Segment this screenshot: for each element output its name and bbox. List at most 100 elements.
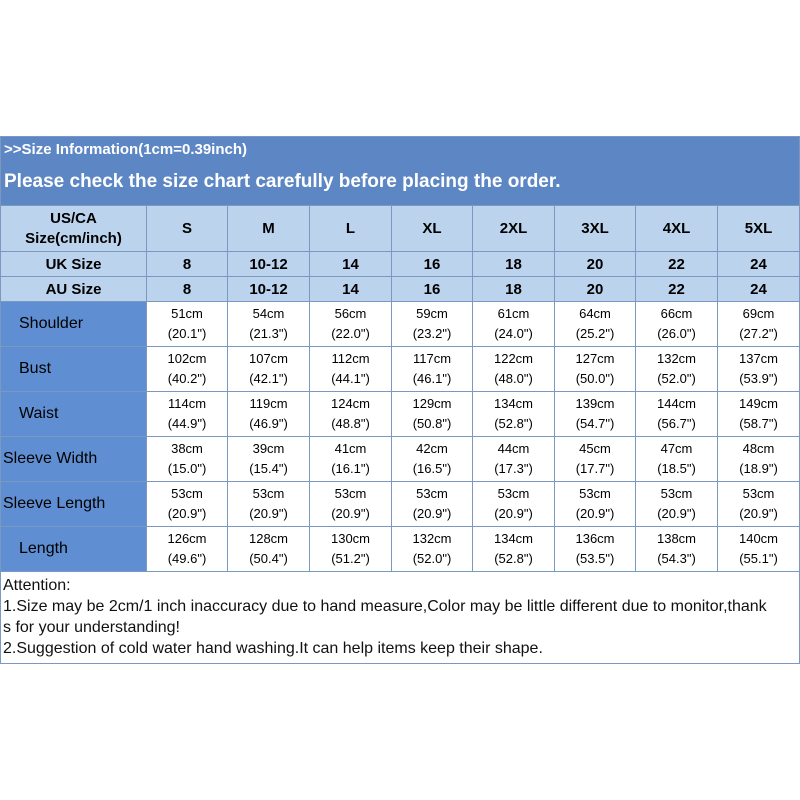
measurement-cell: 53cm (20.9"): [391, 481, 473, 527]
measurement-cell: 53cm (20.9"): [554, 481, 636, 527]
cm-value: 38cm: [171, 441, 203, 456]
au-size-value: 18: [472, 276, 555, 302]
measurement-cell: 39cm (15.4"): [227, 436, 310, 482]
cm-value: 53cm: [334, 486, 367, 501]
cm-value: 149cm: [738, 396, 779, 411]
measurement-cell: 38cm (15.0"): [146, 436, 228, 482]
inch-value: (52.0"): [412, 551, 452, 566]
cm-value: 122cm: [493, 351, 534, 366]
cm-value: 51cm: [171, 306, 203, 321]
measurement-row: Shoulder 51cm (20.1") 54cm (21.3") 56cm (22.0"…: [0, 301, 800, 347]
inch-value: (18.9"): [739, 461, 778, 476]
cm-value: 144cm: [656, 396, 697, 411]
cm-value: 53cm: [497, 486, 530, 501]
cm-value: 64cm: [579, 306, 611, 321]
measurement-row: Bust 102cm (40.2") 107cm (42.1") 112cm (44.1")…: [0, 346, 800, 392]
measurement-cell: 134cm (52.8"): [472, 391, 555, 437]
cm-value: 41cm: [334, 441, 367, 456]
us-size-label-line1: US/CA: [50, 209, 97, 227]
au-size-value: 10-12: [227, 276, 310, 302]
inch-value: (25.2"): [575, 326, 615, 341]
cm-value: 66cm: [660, 306, 693, 321]
measurement-cell: 112cm (44.1"): [309, 346, 392, 392]
inch-value: (20.9"): [412, 506, 452, 521]
measurement-cell: 139cm (54.7"): [554, 391, 636, 437]
measurement-cell: 124cm (48.8"): [309, 391, 392, 437]
inch-value: (44.9"): [167, 416, 207, 431]
uk-size-value: 20: [554, 251, 636, 277]
inch-value: (48.8"): [331, 416, 370, 431]
inch-value: (20.9"): [657, 506, 696, 521]
cm-value: 128cm: [248, 531, 289, 546]
au-size-value: 14: [309, 276, 392, 302]
us-size-label: US/CA Size(cm/inch): [0, 205, 147, 252]
cm-value: 134cm: [493, 396, 534, 411]
measurement-cell: 41cm (16.1"): [309, 436, 392, 482]
size-header: M: [227, 205, 310, 252]
cm-value: 59cm: [416, 306, 448, 321]
inch-value: (17.3"): [494, 461, 533, 476]
inch-value: (46.1"): [412, 371, 452, 386]
measurement-cell: 122cm (48.0"): [472, 346, 555, 392]
cm-value: 42cm: [416, 441, 448, 456]
measurement-cell: 47cm (18.5"): [635, 436, 718, 482]
au-size-value: 16: [391, 276, 473, 302]
attention-note-1-cont: s for your understanding!: [3, 619, 180, 636]
us-size-row: US/CA Size(cm/inch) S M L XL 2XL 3XL 4XL…: [0, 205, 800, 252]
measurement-cell: 69cm (27.2"): [717, 301, 800, 347]
attention-note-2: 2.Suggestion of cold water hand washing.…: [3, 640, 543, 657]
inch-value: (46.9"): [249, 416, 288, 431]
uk-size-value: 24: [717, 251, 800, 277]
cm-value: 119cm: [249, 396, 288, 411]
size-header: S: [146, 205, 228, 252]
measurement-cell: 42cm (16.5"): [391, 436, 473, 482]
cm-value: 134cm: [493, 531, 534, 546]
inch-value: (20.9"): [739, 506, 778, 521]
inch-value: (24.0"): [494, 326, 533, 341]
uk-size-value: 18: [472, 251, 555, 277]
measurement-label-text: Shoulder: [19, 315, 84, 332]
measurement-cell: 107cm (42.1"): [227, 346, 310, 392]
inch-value: (52.8"): [494, 416, 533, 431]
measurement-cell: 44cm (17.3"): [472, 436, 555, 482]
measurement-cell: 53cm (20.9"): [472, 481, 555, 527]
cm-value: 44cm: [497, 441, 530, 456]
measurement-cell: 149cm (58.7"): [717, 391, 800, 437]
inch-value: (20.9"): [575, 506, 615, 521]
measurement-cell: 128cm (50.4"): [227, 526, 310, 572]
inch-value: (54.7"): [575, 416, 615, 431]
au-size-value: 22: [635, 276, 718, 302]
measurement-cell: 53cm (20.9"): [717, 481, 800, 527]
measurement-cell: 51cm (20.1"): [146, 301, 228, 347]
size-header: 4XL: [635, 205, 718, 252]
measurement-cell: 119cm (46.9"): [227, 391, 310, 437]
inch-value: (20.9"): [167, 506, 207, 521]
inch-value: (17.7"): [575, 461, 615, 476]
cm-value: 127cm: [575, 351, 615, 366]
inch-value: (16.5"): [412, 461, 452, 476]
inch-value: (18.5"): [657, 461, 696, 476]
inch-value: (42.1"): [249, 371, 288, 386]
measurement-row: Length 126cm (49.6") 128cm (50.4") 130cm (51.2…: [0, 526, 800, 572]
measurement-label-text: Sleeve Length: [3, 495, 106, 512]
uk-size-value: 8: [146, 251, 228, 277]
measurement-cell: 117cm (46.1"): [391, 346, 473, 392]
inch-value: (56.7"): [657, 416, 696, 431]
measurement-cell: 45cm (17.7"): [554, 436, 636, 482]
au-size-value: 8: [146, 276, 228, 302]
measurement-cell: 140cm (55.1"): [717, 526, 800, 572]
measurement-cell: 102cm (40.2"): [146, 346, 228, 392]
measurement-cell: 126cm (49.6"): [146, 526, 228, 572]
inch-value: (26.0"): [657, 326, 696, 341]
size-header: 5XL: [717, 205, 800, 252]
au-size-value: 20: [554, 276, 636, 302]
size-header: 2XL: [472, 205, 555, 252]
measurement-label-text: Sleeve Width: [3, 450, 98, 467]
measurement-label-text: Bust: [19, 360, 52, 377]
measurement-cell: 129cm (50.8"): [391, 391, 473, 437]
uk-size-row: UK Size 8 10-12 14 16 18 20 22 24: [0, 251, 800, 277]
measurement-label: Shoulder: [0, 301, 147, 347]
measurement-cell: 136cm (53.5"): [554, 526, 636, 572]
uk-size-value: 22: [635, 251, 718, 277]
inch-value: (20.1"): [167, 326, 207, 341]
